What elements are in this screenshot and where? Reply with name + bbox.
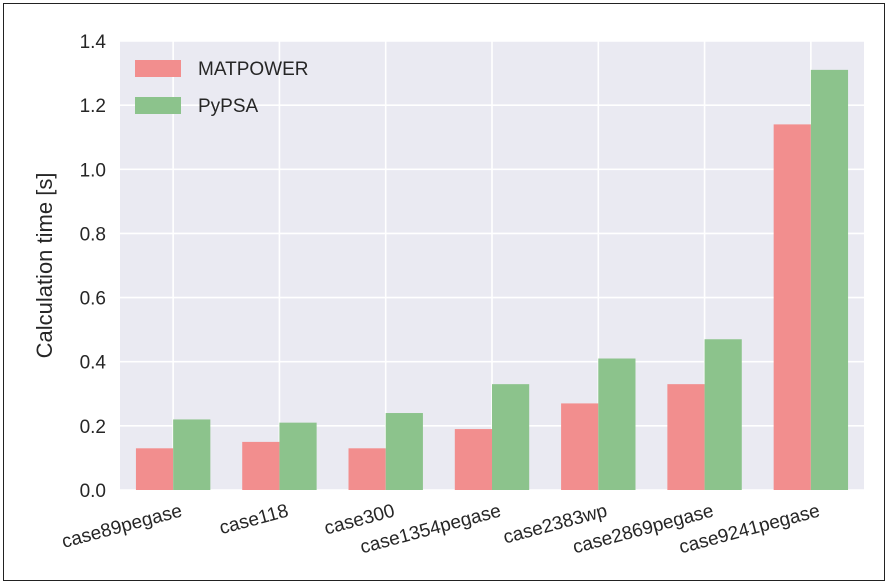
bar-pypsa-case2383wp bbox=[598, 358, 636, 490]
bar-matpower-case9241pegase bbox=[773, 124, 811, 490]
bar-pypsa-case89pegase bbox=[173, 419, 211, 490]
bar-matpower-case118 bbox=[242, 441, 280, 490]
y-tick-label: 1.4 bbox=[80, 32, 107, 53]
legend: MATPOWER PyPSA bbox=[135, 59, 308, 117]
legend-label-matpower: MATPOWER bbox=[198, 59, 308, 80]
bar-pypsa-case1354pegase bbox=[492, 384, 530, 490]
y-tick-label: 0.0 bbox=[80, 481, 106, 502]
x-tick-label: case118 bbox=[217, 501, 290, 540]
bar-pypsa-case2869pegase bbox=[704, 339, 742, 490]
legend-label-pypsa: PyPSA bbox=[198, 96, 259, 117]
y-tick-label: 1.0 bbox=[80, 160, 106, 181]
y-tick-labels: 0.0 0.2 0.4 0.6 0.8 1.0 1.2 1.4 bbox=[80, 32, 107, 502]
bar-pypsa-case9241pegase bbox=[810, 69, 849, 490]
figure-frame: 0.0 0.2 0.4 0.6 0.8 1.0 1.2 1.4 case89pegase cas… bbox=[3, 3, 885, 581]
legend-swatch-pypsa bbox=[135, 97, 181, 114]
bar-matpower-case89pegase bbox=[135, 448, 174, 490]
bar-pypsa-case300 bbox=[385, 413, 423, 490]
bar-matpower-case2869pegase bbox=[667, 384, 705, 490]
x-tick-label: case89pegase bbox=[60, 501, 185, 553]
y-tick-label: 0.6 bbox=[80, 289, 106, 310]
bar-matpower-case2383wp bbox=[561, 403, 599, 490]
bar-chart: 0.0 0.2 0.4 0.6 0.8 1.0 1.2 1.4 case89pegase cas… bbox=[32, 32, 864, 559]
y-tick-label: 0.2 bbox=[80, 417, 106, 438]
bars bbox=[135, 69, 849, 490]
y-axis-label: Calculation time [s] bbox=[32, 173, 57, 359]
y-tick-label: 0.4 bbox=[80, 353, 107, 374]
x-tick-labels: case89pegase case118 case300case1354pegase… bbox=[60, 501, 823, 559]
y-tick-label: 0.8 bbox=[80, 224, 106, 245]
bar-pypsa-case118 bbox=[279, 422, 317, 490]
bar-matpower-case1354pegase bbox=[454, 429, 492, 490]
bar-matpower-case300 bbox=[348, 448, 386, 490]
legend-swatch-matpower bbox=[135, 60, 181, 77]
y-tick-label: 1.2 bbox=[80, 96, 106, 117]
